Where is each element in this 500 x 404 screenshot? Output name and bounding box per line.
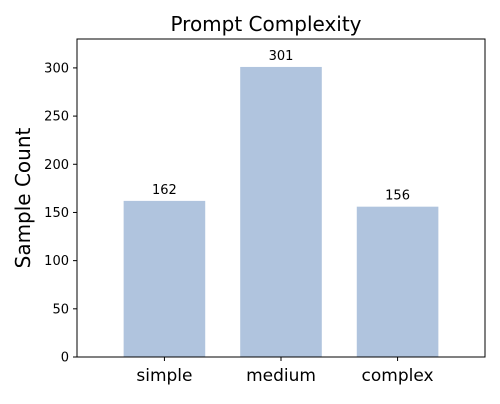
y-tick-label-250: 250	[44, 110, 69, 125]
x-tick-label-simple: simple	[136, 366, 192, 386]
y-tick-label-300: 300	[44, 61, 69, 76]
y-tick-label-200: 200	[44, 158, 69, 173]
x-tick-label-medium: medium	[246, 366, 316, 386]
x-axis-ticks: simple medium complex	[136, 357, 434, 386]
x-tick-label-complex: complex	[362, 366, 434, 386]
data-label-complex: 156	[385, 189, 410, 204]
y-tick-label-0: 0	[61, 351, 69, 366]
bars-group	[123, 66, 439, 357]
bar-simple	[123, 200, 206, 357]
bar-complex	[356, 206, 439, 357]
y-tick-label-100: 100	[44, 254, 69, 269]
y-axis-ticks: 0 50 100 150 200 250 300	[44, 61, 77, 366]
data-label-medium: 301	[269, 49, 294, 64]
chart-title: Prompt Complexity	[170, 12, 361, 36]
data-labels-group: 162 301 156	[152, 49, 410, 204]
y-tick-label-150: 150	[44, 206, 69, 221]
y-tick-label-50: 50	[52, 302, 69, 317]
y-axis-label: Sample Count	[11, 127, 35, 268]
data-label-simple: 162	[152, 183, 177, 198]
bar-medium	[240, 66, 322, 357]
plot-frame	[76, 38, 486, 358]
